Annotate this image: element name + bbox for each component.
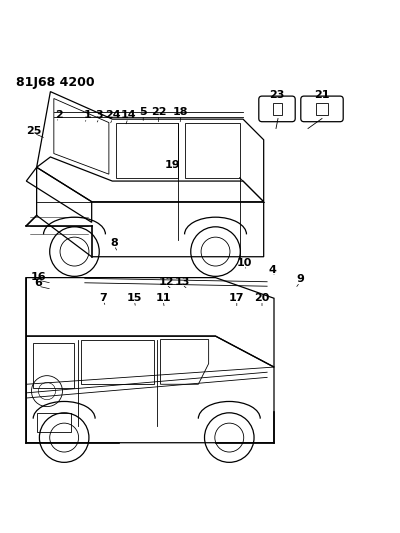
Text: 19: 19	[164, 159, 180, 169]
Text: 15: 15	[127, 293, 142, 303]
Text: 1: 1	[83, 110, 91, 120]
Text: 9: 9	[296, 274, 304, 284]
Text: 18: 18	[173, 107, 188, 117]
Text: 14: 14	[120, 110, 136, 120]
Text: 5: 5	[139, 107, 147, 117]
Text: 16: 16	[30, 272, 46, 282]
Text: 17: 17	[229, 293, 244, 303]
Text: 3: 3	[95, 110, 103, 120]
Text: 24: 24	[105, 110, 121, 120]
Text: 4: 4	[268, 265, 276, 274]
Text: 22: 22	[151, 107, 166, 117]
Text: 7: 7	[99, 293, 107, 303]
Text: 12: 12	[158, 277, 174, 287]
Text: 25: 25	[26, 125, 42, 135]
Text: 2: 2	[55, 109, 63, 119]
Bar	[316, 103, 328, 115]
Bar	[37, 414, 71, 432]
Text: 8: 8	[110, 238, 118, 247]
Text: 21: 21	[314, 90, 330, 100]
Text: 11: 11	[156, 293, 171, 303]
Text: 81J68 4200: 81J68 4200	[16, 76, 95, 88]
Bar	[273, 103, 282, 115]
Text: 20: 20	[254, 293, 270, 303]
Text: 23: 23	[269, 90, 284, 100]
Text: 6: 6	[34, 278, 42, 288]
Text: 13: 13	[174, 277, 190, 287]
Text: 10: 10	[236, 257, 252, 268]
